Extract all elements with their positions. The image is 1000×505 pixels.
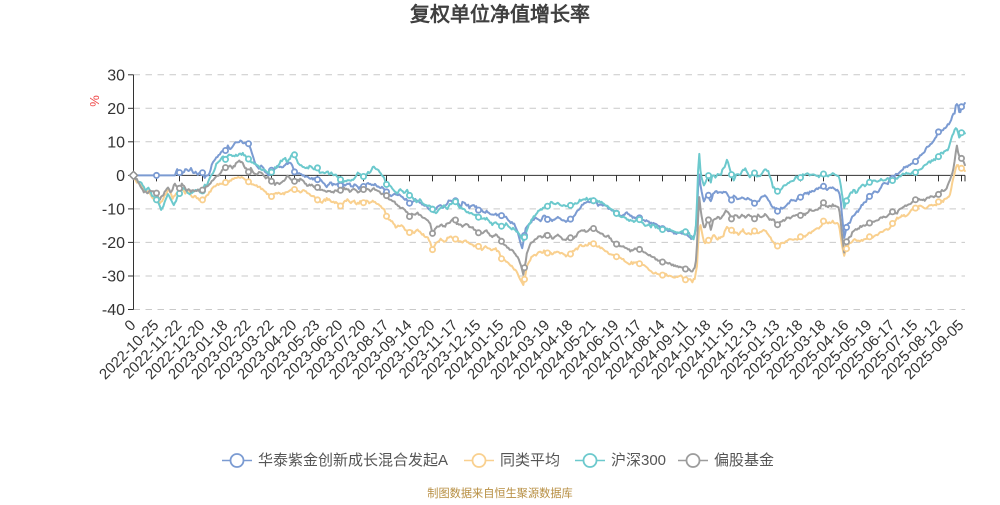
svg-text:偏股基金: 偏股基金 bbox=[714, 452, 774, 469]
svg-text:-20: -20 bbox=[102, 235, 125, 252]
svg-text:同类平均: 同类平均 bbox=[500, 452, 560, 469]
svg-text:复权单位净值增长率: 复权单位净值增长率 bbox=[409, 2, 590, 26]
svg-text:制图数据来自恒生聚源数据库: 制图数据来自恒生聚源数据库 bbox=[427, 486, 572, 500]
svg-text:20: 20 bbox=[107, 101, 125, 118]
svg-text:-40: -40 bbox=[102, 302, 125, 319]
svg-text:沪深300: 沪深300 bbox=[611, 452, 666, 469]
svg-text:0: 0 bbox=[116, 168, 125, 185]
svg-text:%: % bbox=[87, 95, 102, 107]
svg-text:-30: -30 bbox=[102, 269, 125, 286]
svg-text:10: 10 bbox=[107, 134, 125, 151]
svg-text:华泰紫金创新成长混合发起A: 华泰紫金创新成长混合发起A bbox=[258, 452, 448, 469]
svg-text:30: 30 bbox=[107, 67, 125, 84]
svg-text:-10: -10 bbox=[102, 201, 125, 218]
